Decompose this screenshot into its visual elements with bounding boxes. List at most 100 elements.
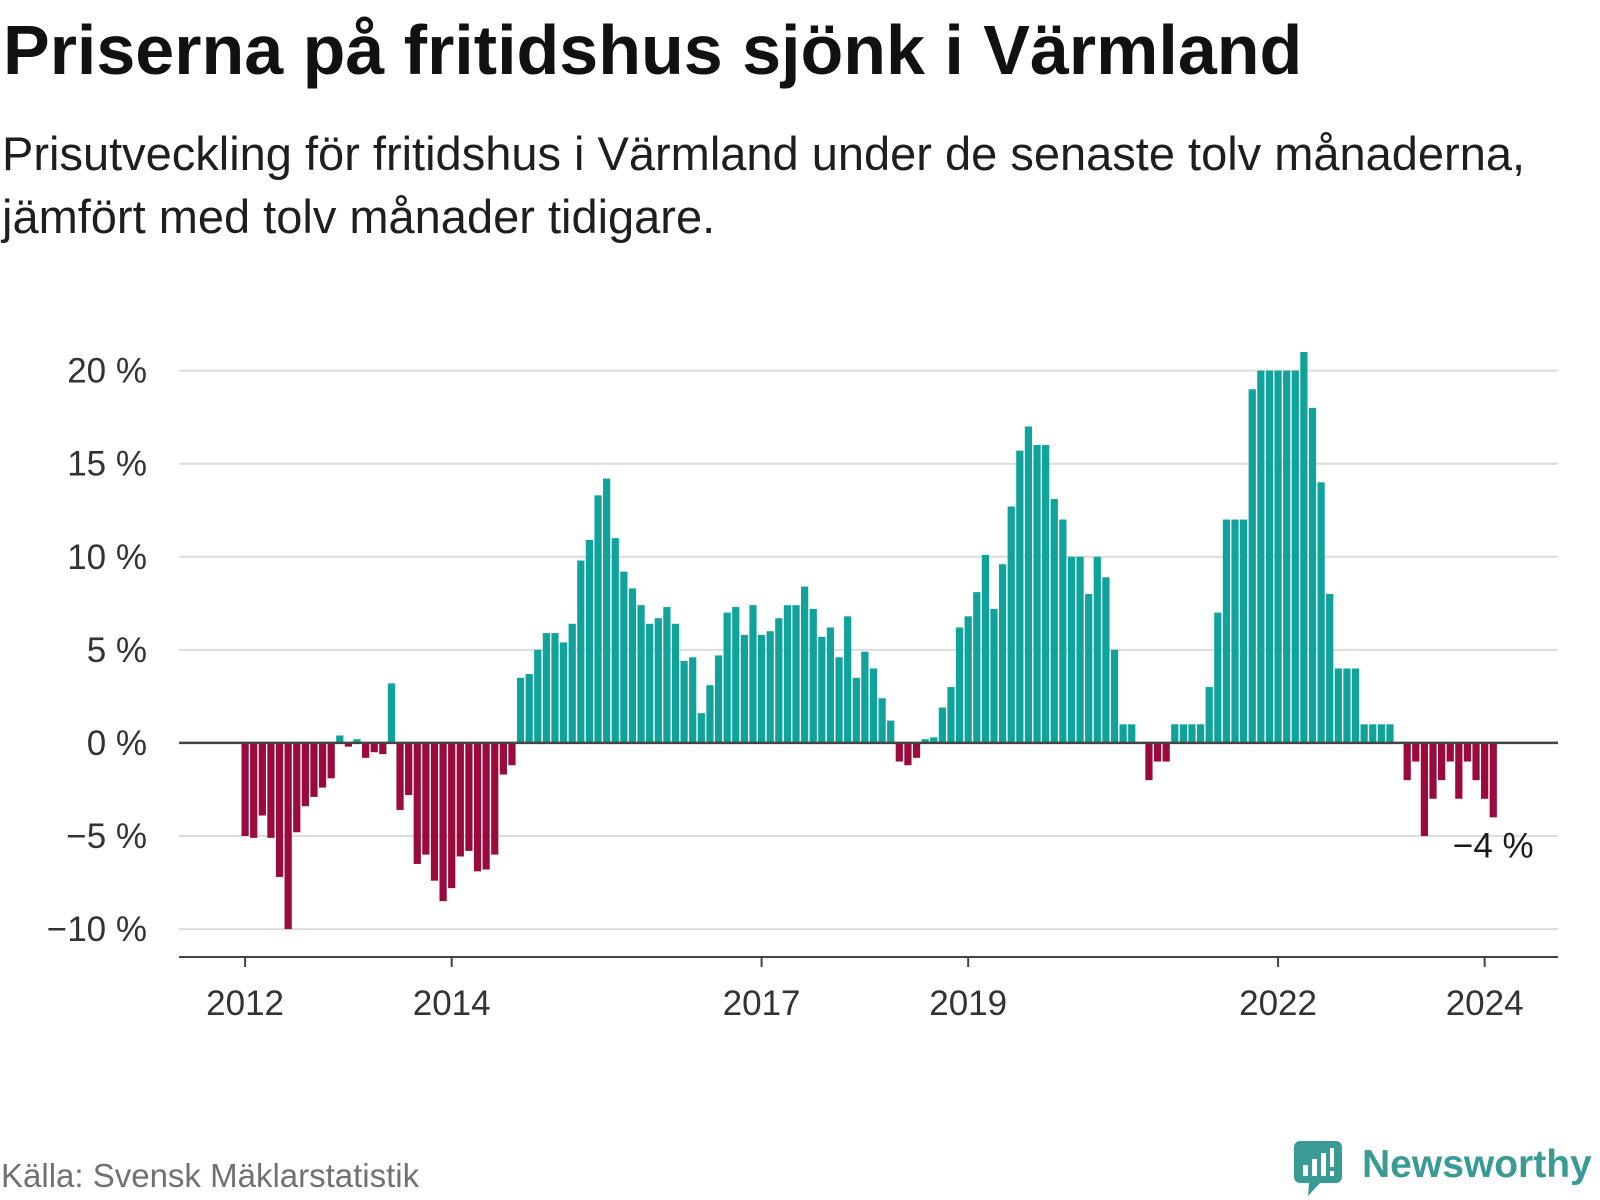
bar-positive xyxy=(930,737,938,743)
page-title: Priserna på fritidshus sjönk i Värmland xyxy=(3,11,1303,89)
bar-positive xyxy=(525,674,533,743)
bar-negative xyxy=(284,742,292,930)
bar-negative xyxy=(379,742,387,755)
bar-positive xyxy=(955,627,964,743)
bar-positive xyxy=(1059,519,1067,743)
bar-positive xyxy=(801,586,809,743)
bar-negative xyxy=(912,742,921,758)
newsworthy-logo-icon xyxy=(1294,1141,1342,1196)
y-tick-label: 5 % xyxy=(87,631,147,670)
bar-negative xyxy=(508,742,516,766)
bar-positive xyxy=(1300,352,1308,743)
bar-positive xyxy=(628,588,637,743)
bar-positive xyxy=(973,592,981,743)
bar-positive xyxy=(559,642,568,743)
bar-negative xyxy=(1420,742,1429,836)
bar-negative xyxy=(439,742,447,902)
bar-positive xyxy=(663,607,671,743)
bar-negative xyxy=(430,742,439,881)
bar-positive xyxy=(1308,407,1317,743)
bar-negative xyxy=(267,742,275,838)
y-tick-label: 10 % xyxy=(67,538,147,577)
x-tick-label: 2022 xyxy=(1239,984,1317,1023)
bar-positive xyxy=(387,683,396,743)
bar-positive xyxy=(844,616,852,743)
bar-negative xyxy=(1412,742,1420,762)
page-subtitle: Prisutveckling för fritidshus i Värmland… xyxy=(2,127,1526,243)
y-tick-label: −5 % xyxy=(66,817,147,856)
bar-positive xyxy=(1360,724,1368,743)
bar-positive xyxy=(732,607,740,743)
bar-positive xyxy=(1317,482,1325,743)
bar-positive xyxy=(921,739,929,743)
x-tick-label: 2014 xyxy=(413,984,491,1023)
brand-name: Newsworthy xyxy=(1362,1143,1592,1186)
bar-positive xyxy=(577,560,585,743)
bar-positive xyxy=(1007,506,1015,743)
bar-positive xyxy=(1351,668,1360,743)
bar-positive xyxy=(697,713,705,743)
bar-negative xyxy=(1481,742,1489,799)
bar-positive xyxy=(1188,724,1196,743)
bar-negative xyxy=(1455,742,1463,799)
bar-positive xyxy=(1016,450,1024,743)
bar-positive xyxy=(947,687,955,743)
bar-positive xyxy=(1067,556,1076,743)
bar-positive xyxy=(1093,556,1101,743)
bar-negative xyxy=(275,742,284,877)
bar-positive xyxy=(792,605,800,743)
bar-positive xyxy=(1024,426,1033,743)
source-note: Källa: Svensk Mäklarstatistik xyxy=(1,1157,420,1194)
bar-positive xyxy=(1119,724,1127,743)
bar-positive xyxy=(964,616,972,743)
bar-negative xyxy=(1162,742,1170,762)
bar-negative xyxy=(1145,742,1153,781)
gridlines xyxy=(179,369,1558,931)
bar-positive xyxy=(689,657,697,743)
bar-positive xyxy=(998,564,1007,743)
bar-positive xyxy=(1274,370,1282,743)
bar-positive xyxy=(1283,370,1291,743)
bar-positive xyxy=(646,623,654,743)
bar-negative xyxy=(904,742,912,766)
bar-negative xyxy=(448,742,456,889)
bar-positive xyxy=(1240,519,1248,743)
bar-positive xyxy=(1231,519,1239,743)
y-tick-label: 0 % xyxy=(87,724,147,763)
bar-positive xyxy=(1128,724,1136,743)
bar-positive xyxy=(336,735,344,743)
bar-positive xyxy=(671,623,680,743)
y-tick-label: 15 % xyxy=(67,445,147,484)
bar-negative xyxy=(301,742,309,807)
axes xyxy=(179,741,1558,967)
bar-negative xyxy=(499,742,507,775)
bar-negative xyxy=(327,742,335,779)
bar-positive xyxy=(1205,687,1213,743)
bar-negative xyxy=(482,742,490,870)
bar-negative xyxy=(456,742,464,857)
bar-negative xyxy=(241,742,249,836)
bar-positive xyxy=(878,698,886,743)
bar-negative xyxy=(491,742,499,855)
bar-positive xyxy=(542,633,551,743)
bar-positive xyxy=(1179,724,1187,743)
bar-positive xyxy=(714,655,723,743)
bar-positive xyxy=(1265,370,1274,743)
bar-positive xyxy=(1085,594,1093,743)
x-tick-label: 2017 xyxy=(723,984,801,1023)
bar-negative xyxy=(293,742,301,833)
bar-positive xyxy=(1110,649,1119,743)
bar-negative xyxy=(473,742,482,872)
bar-positive xyxy=(1257,370,1265,743)
bar-positive xyxy=(594,495,602,743)
bar-positive xyxy=(1033,445,1041,743)
bar-positive xyxy=(585,540,594,743)
bar-negative xyxy=(1403,742,1411,781)
bar-positive xyxy=(1334,668,1342,743)
bar-positive xyxy=(706,685,714,743)
bar-positive xyxy=(990,608,998,743)
bar-negative xyxy=(1429,742,1437,799)
bar-positive xyxy=(603,478,611,743)
bar-positive xyxy=(353,739,361,743)
bar-positive xyxy=(611,538,619,743)
